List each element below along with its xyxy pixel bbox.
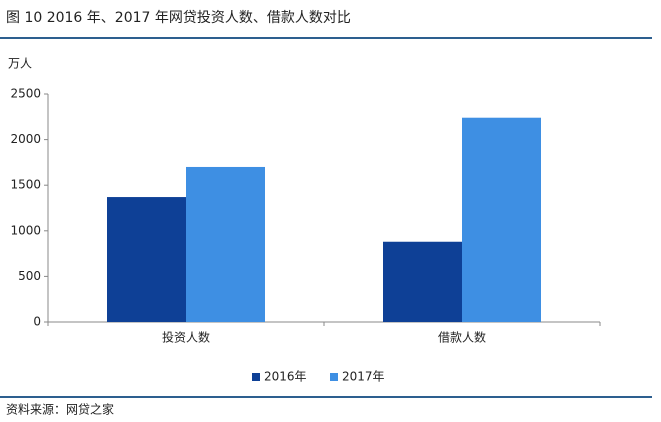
chart-title: 图 10 2016 年、2017 年网贷投资人数、借款人数对比 <box>6 10 351 26</box>
bar <box>107 197 186 322</box>
legend-label: 2016年 <box>264 370 307 384</box>
legend-label: 2017年 <box>342 370 385 384</box>
y-tick-label: 1000 <box>10 223 41 237</box>
source: 资料来源：网贷之家 <box>6 402 114 417</box>
y-tick-label: 2500 <box>10 87 41 101</box>
x-tick-label: 借款人数 <box>438 330 486 345</box>
legend-swatch <box>330 373 338 381</box>
bar <box>186 166 265 322</box>
legend-swatch <box>252 373 260 381</box>
y-tick-label: 0 <box>33 315 41 329</box>
y-tick-label: 1500 <box>10 178 41 192</box>
bar <box>462 117 541 322</box>
y-axis-label: 万人 <box>8 57 32 71</box>
y-tick-label: 500 <box>18 269 41 283</box>
y-tick-label: 2000 <box>10 132 41 146</box>
x-tick-label: 投资人数 <box>162 330 210 345</box>
bar <box>383 241 462 322</box>
